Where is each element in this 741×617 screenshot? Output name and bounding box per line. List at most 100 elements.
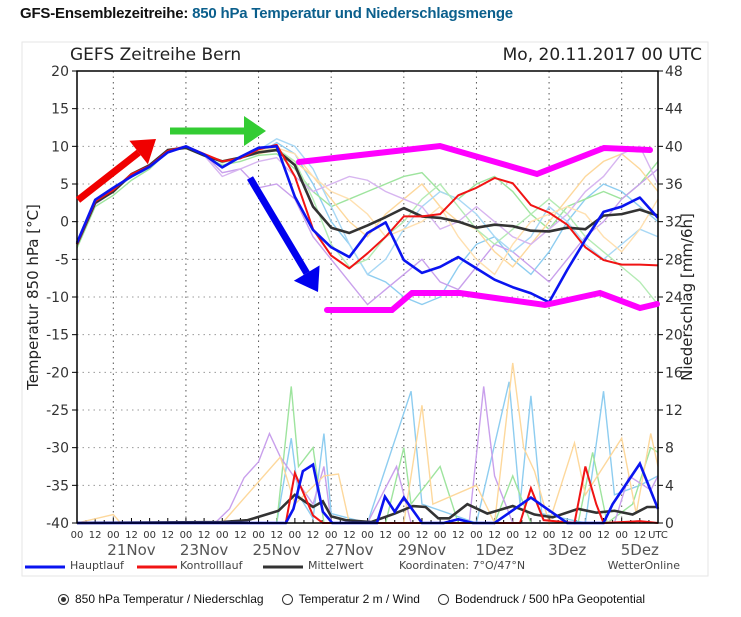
y2-tick-label: 48: [665, 64, 683, 80]
x-hour-label: 12: [488, 530, 501, 541]
header-title: 850 hPa Temperatur und Niederschlagsmeng…: [192, 5, 513, 22]
plateau-arrow-head: [244, 116, 266, 146]
x-hour-label: 12: [633, 530, 646, 541]
drop-arrow-head: [293, 265, 320, 292]
x-hour-label: 00: [107, 530, 120, 541]
y2-tick-label: 4: [665, 478, 674, 494]
lower-envelope-line: [324, 289, 660, 313]
x-hour-label: 00: [434, 530, 447, 541]
upper-envelope-line: [296, 142, 653, 178]
x-hour-label: 00: [615, 530, 628, 541]
y-tick-label: -30: [46, 441, 69, 457]
x-hour-label: 12: [270, 530, 283, 541]
legend-hauptlauf: Hauptlauf: [70, 559, 125, 572]
x-hour-label: 12: [561, 530, 574, 541]
page-header: GFS-Ensemblezeitreihe: 850 hPa Temperatu…: [20, 5, 513, 22]
x-date-label: 23Nov: [180, 541, 228, 559]
x-hour-label: 00: [180, 530, 193, 541]
x-hour-label: 00: [397, 530, 410, 541]
plot-area: [76, 70, 659, 524]
option-850hpa[interactable]: 850 hPa Temperatur / Niederschlag: [58, 592, 264, 606]
x-hour-label: 00: [325, 530, 338, 541]
x-hour-label: 12: [416, 530, 429, 541]
x-hour-label: 12: [198, 530, 211, 541]
option-label: Bodendruck / 500 hPa Geopotential: [454, 592, 646, 606]
x-date-label: 25Nov: [253, 541, 301, 559]
y-tick-label: -25: [46, 403, 69, 419]
x-hour-label: 00: [361, 530, 374, 541]
chart-title: GEFS Zeitreihe Bern: [70, 45, 241, 65]
y2-tick-label: 12: [665, 403, 683, 419]
x-hour-label: 00: [71, 530, 84, 541]
y2-tick-label: 36: [665, 177, 683, 193]
x-hour-label: 12: [89, 530, 102, 541]
x-hour-label: 00: [506, 530, 519, 541]
legend-kontrolllauf: Kontrolllauf: [180, 559, 244, 572]
y-tick-label: 15: [51, 102, 69, 118]
radio-button[interactable]: [58, 593, 69, 605]
y-tick-label: 10: [51, 139, 69, 155]
chart-run-time: Mo, 20.11.2017 00 UTC: [503, 45, 702, 65]
x-date-label: 5Dez: [621, 541, 659, 559]
annotations: [75, 116, 660, 313]
axes: 20151050-5-10-15-20-25-30-35-40484440363…: [46, 64, 683, 559]
x-date-label: 21Nov: [107, 541, 155, 559]
x-hour-label: 12: [161, 530, 174, 541]
x-hour-label: 12: [525, 530, 538, 541]
legend-mittelwert: Mittelwert: [308, 559, 364, 572]
option-2m-temp[interactable]: Temperatur 2 m / Wind: [281, 592, 420, 606]
y-tick-label: -20: [46, 365, 69, 381]
y2-tick-label: 44: [665, 102, 683, 118]
x-hour-label: 00: [543, 530, 556, 541]
option-label: Temperatur 2 m / Wind: [298, 592, 420, 606]
y-tick-label: -35: [46, 478, 69, 494]
y2-tick-label: 40: [665, 139, 683, 155]
y2-tick-label: 32: [665, 215, 683, 231]
radio-button[interactable]: [437, 593, 449, 605]
drop-arrow-shaft: [246, 176, 310, 275]
ensemble-chart: GEFS Zeitreihe Bern Mo, 20.11.2017 00 UT…: [21, 41, 709, 577]
x-hour-label: 00: [216, 530, 229, 541]
x-hour-label: 12: [379, 530, 392, 541]
y-tick-label: 20: [51, 64, 69, 80]
option-label: 850 hPa Temperatur / Niederschlag: [75, 592, 264, 606]
legend-coordinates: Koordinaten: 7°O/47°N: [399, 559, 525, 572]
x-date-label: 29Nov: [398, 541, 446, 559]
y-tick-label: 5: [60, 177, 69, 193]
x-hour-label: 12: [597, 530, 610, 541]
x-hour-label: 00: [252, 530, 265, 541]
x-hour-label: 12: [125, 530, 138, 541]
x-hour-label: 00: [579, 530, 592, 541]
y2-tick-label: 8: [665, 441, 674, 457]
y2-tick-label: 24: [665, 290, 683, 306]
y2-tick-label: 20: [665, 328, 683, 344]
y2-tick-label: 28: [665, 252, 683, 268]
y-tick-label: -5: [55, 252, 69, 268]
y2-tick-label: 0: [665, 516, 674, 532]
header-prefix: GFS-Ensemblezeitreihe:: [20, 5, 189, 22]
rise-arrow-shaft: [75, 149, 141, 203]
x-hour-label: 00: [143, 530, 156, 541]
x-date-label: 27Nov: [325, 541, 373, 559]
y-axis-label: Temperatur 850 hPa [°C]: [24, 204, 42, 391]
x-date-label: 3Dez: [548, 541, 586, 559]
x-hour-label: 12: [234, 530, 247, 541]
legend: Hauptlauf Kontrolllauf Mittelwert Koordi…: [25, 559, 680, 572]
x-date-label: 1Dez: [475, 541, 513, 559]
x-hour-label: 00: [470, 530, 483, 541]
kontrolllauf-precip-line: [77, 466, 659, 525]
y-tick-label: -15: [46, 328, 69, 344]
radio-button[interactable]: [281, 593, 293, 605]
y-tick-label: -10: [46, 290, 69, 306]
x-utc-label: UTC: [648, 530, 668, 541]
option-pressure[interactable]: Bodendruck / 500 hPa Geopotential: [437, 592, 646, 606]
x-hour-label: 12: [452, 530, 465, 541]
legend-credit: WetterOnline: [608, 559, 681, 572]
y2-tick-label: 16: [665, 365, 683, 381]
mittelwert-precip-line: [76, 493, 658, 525]
hauptlauf-temperature-line: [75, 145, 659, 304]
x-hour-label: 12: [343, 530, 356, 541]
chart-type-options: 850 hPa Temperatur / Niederschlag Temper…: [58, 592, 645, 606]
y-tick-label: 0: [60, 215, 69, 231]
rise-arrow-head: [129, 139, 156, 165]
